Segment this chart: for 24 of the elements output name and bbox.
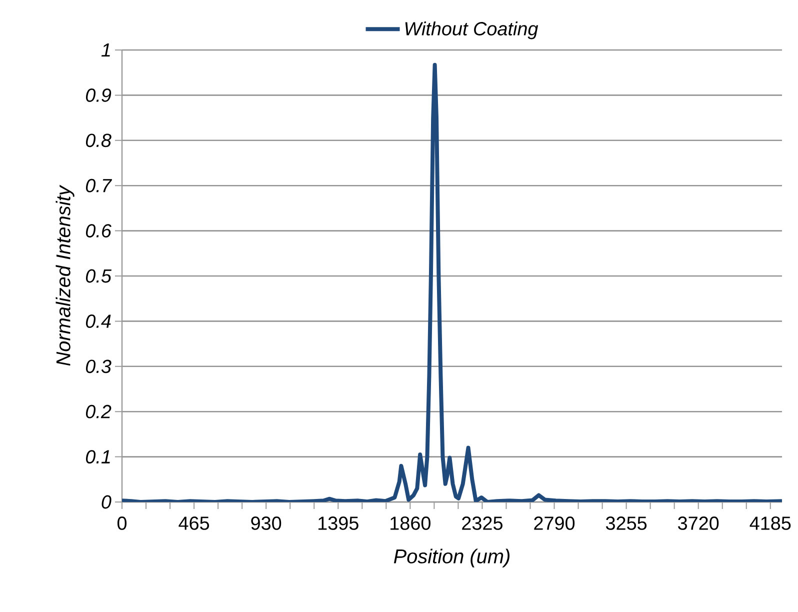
x-tick-label: 1860 xyxy=(390,516,430,530)
y-tick-label: 1 xyxy=(101,43,110,57)
y-tick-label: 0.5 xyxy=(86,269,112,283)
y-tick-label: 0.8 xyxy=(86,134,112,148)
x-tick-label: 3720 xyxy=(678,516,719,530)
y-axis-title: Normalized Intensity xyxy=(56,184,74,366)
x-axis-title: Position (um) xyxy=(394,548,510,568)
x-tick-label: 3255 xyxy=(606,516,647,530)
x-tick-label: 4185 xyxy=(750,516,791,530)
x-tick-label: 930 xyxy=(251,516,282,530)
y-tick-label: 0 xyxy=(102,495,112,509)
y-tick-label: 0.7 xyxy=(86,178,112,192)
y-tick-label: 0.9 xyxy=(86,88,112,102)
x-tick-label: 465 xyxy=(178,516,210,530)
legend-label: Without Coating xyxy=(405,22,538,40)
x-tick-label: 0 xyxy=(117,516,127,530)
y-tick-label: 0.1 xyxy=(86,450,110,464)
y-tick-label: 0.6 xyxy=(86,224,112,238)
y-tick-label: 0.4 xyxy=(86,314,111,328)
y-tick-label: 0.2 xyxy=(86,404,112,418)
x-tick-label: 2790 xyxy=(534,516,575,530)
y-tick-label: 0.3 xyxy=(86,360,112,374)
x-tick-label: 2325 xyxy=(462,516,502,530)
x-tick-label: 1395 xyxy=(318,516,358,530)
